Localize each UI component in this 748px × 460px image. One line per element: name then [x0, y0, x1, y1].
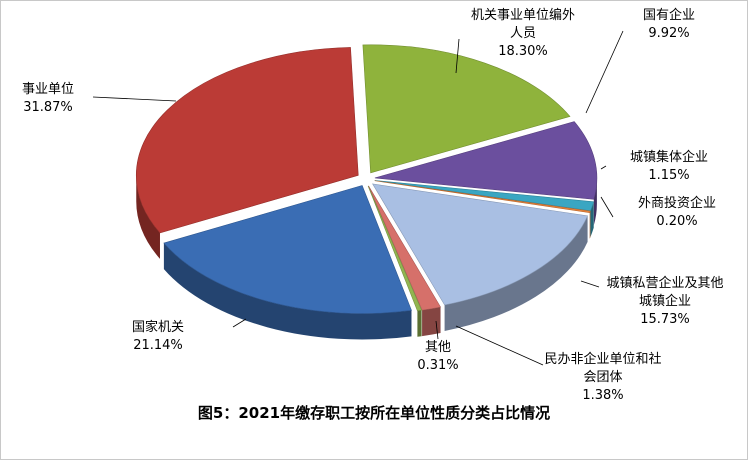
leader-line — [585, 30, 624, 114]
slice-side — [444, 215, 588, 331]
label: 国有企业 9.92% — [629, 7, 709, 43]
label-name: 国有企业 — [642, 8, 695, 23]
label-value: 21.14% — [133, 338, 183, 353]
slice-side — [417, 310, 422, 337]
label: 城镇私营企业及其他城镇企业 15.73% — [606, 275, 724, 329]
label-value: 15.73% — [640, 312, 690, 327]
slice — [374, 180, 595, 212]
leader-line — [455, 38, 460, 74]
label-value: 0.20% — [656, 214, 698, 229]
slice — [368, 185, 442, 311]
label: 事业单位 31.87% — [8, 81, 88, 117]
slice-side — [163, 243, 412, 340]
slice — [374, 180, 591, 214]
label: 国家机关 21.14% — [113, 319, 203, 355]
label-name: 城镇私营企业及其他城镇企业 — [606, 276, 724, 309]
slice — [374, 121, 598, 200]
label-value: 9.92% — [648, 26, 690, 41]
slice — [362, 44, 571, 174]
leader-line — [92, 96, 177, 102]
leader-line — [580, 280, 600, 288]
slice — [163, 185, 412, 314]
slice — [136, 47, 359, 234]
leader-line — [435, 320, 439, 340]
label-name: 城镇集体企业 — [629, 150, 708, 165]
slice — [367, 185, 423, 312]
label-value: 0.31% — [417, 358, 459, 373]
chart-title: 图5：2021年缴存职工按所在单位性质分类占比情况 — [197, 404, 551, 422]
leader-line — [600, 165, 607, 170]
label: 民办非企业单位和社会团体 1.38% — [543, 351, 663, 405]
slice — [372, 183, 589, 306]
slice-side — [590, 201, 594, 237]
label-name: 机关事业单位编外人员 — [470, 8, 575, 41]
leader-line — [600, 196, 614, 218]
label: 机关事业单位编外人员 18.30% — [468, 7, 578, 61]
slice-side — [422, 306, 441, 337]
label-value: 18.30% — [498, 44, 548, 59]
label: 外商投资企业 0.20% — [629, 195, 725, 231]
leader-line — [455, 325, 544, 366]
label-name: 外商投资企业 — [637, 196, 716, 211]
label-name: 其他 — [424, 340, 451, 355]
label: 其他 0.31% — [408, 339, 468, 375]
label-value: 31.87% — [23, 100, 73, 115]
label-name: 国家机关 — [131, 320, 184, 335]
slice-side — [589, 211, 591, 239]
label-name: 事业单位 — [21, 82, 74, 97]
label-value: 1.15% — [648, 168, 690, 183]
label: 城镇集体企业 1.15% — [619, 149, 719, 185]
label-value: 1.38% — [582, 388, 624, 403]
label-name: 民办非企业单位和社会团体 — [544, 352, 662, 385]
leader-line — [232, 318, 247, 328]
